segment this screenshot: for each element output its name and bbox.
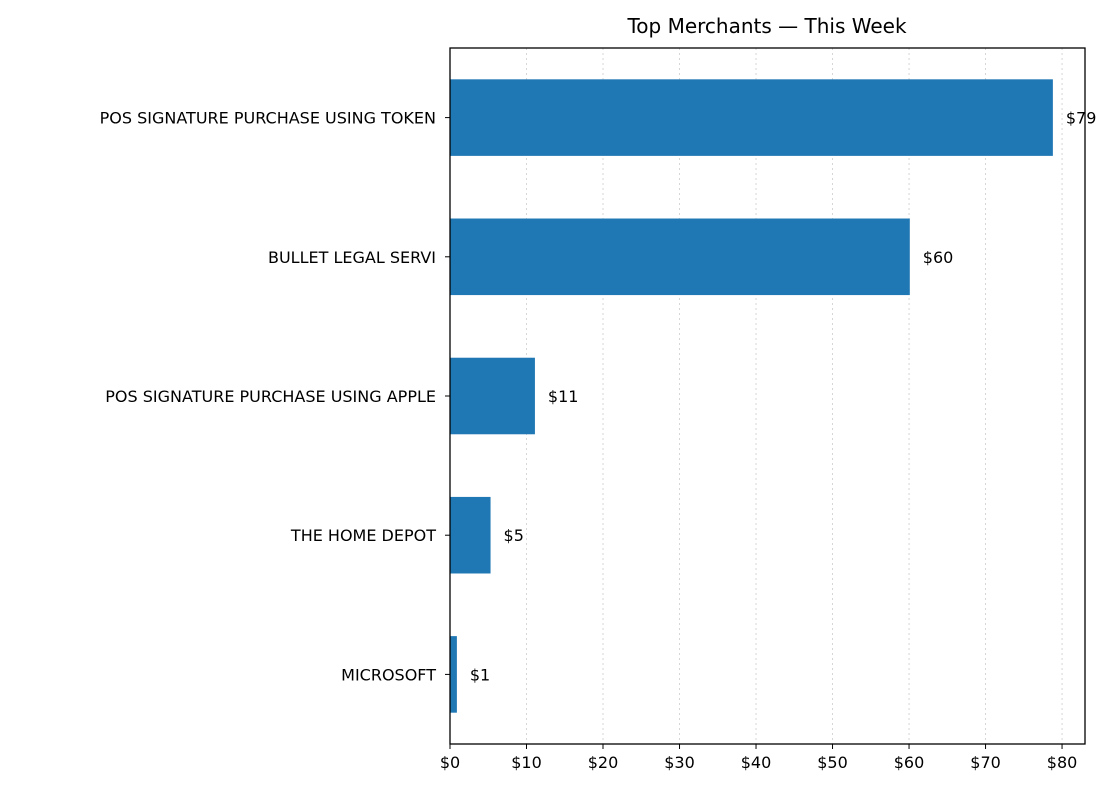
bar bbox=[450, 636, 457, 713]
bar bbox=[450, 357, 535, 435]
y-tick-label: THE HOME DEPOT bbox=[290, 526, 436, 545]
x-tick-label: $70 bbox=[970, 753, 1001, 772]
bar bbox=[450, 218, 910, 296]
bars bbox=[450, 79, 1053, 713]
x-tick-label: $50 bbox=[817, 753, 848, 772]
x-tick-label: $60 bbox=[894, 753, 925, 772]
x-tick-label: $40 bbox=[741, 753, 772, 772]
bar-value-label: $1 bbox=[470, 665, 490, 684]
grid-lines bbox=[449, 48, 1063, 744]
x-tick-label: $30 bbox=[664, 753, 695, 772]
x-tick-label: $0 bbox=[440, 753, 460, 772]
x-tick-label: $20 bbox=[588, 753, 619, 772]
bar-value-label: $11 bbox=[548, 387, 579, 406]
data-labels: $79 $60 $11 $5 $1 bbox=[470, 109, 1097, 685]
chart-title: Top Merchants — This Week bbox=[626, 14, 906, 38]
bar-value-label: $79 bbox=[1066, 109, 1097, 128]
x-tick-label: $80 bbox=[1047, 753, 1078, 772]
bar-value-label: $5 bbox=[504, 526, 524, 545]
x-tick-label: $10 bbox=[511, 753, 542, 772]
y-tick-label: MICROSOFT bbox=[341, 665, 436, 684]
bar bbox=[450, 79, 1053, 156]
bar bbox=[450, 496, 491, 574]
y-tick-label: BULLET LEGAL SERVI bbox=[268, 248, 436, 267]
y-tick-label: POS SIGNATURE PURCHASE USING TOKEN bbox=[100, 109, 436, 128]
y-tick-label: POS SIGNATURE PURCHASE USING APPLE bbox=[105, 387, 436, 406]
bar-value-label: $60 bbox=[923, 248, 954, 267]
axes: $0 $10 $20 $30 $40 $50 $60 $70 $80 POS SIGNATURE … bbox=[100, 109, 1078, 772]
plot-frame bbox=[449, 47, 1086, 745]
